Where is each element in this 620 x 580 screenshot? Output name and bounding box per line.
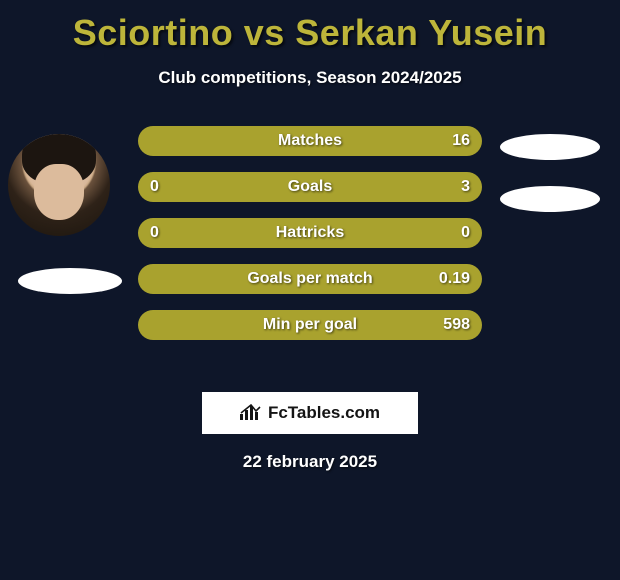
stat-label: Min per goal [138,310,482,340]
footer-date: 22 february 2025 [0,452,620,472]
stat-bars: Matches 16 0 Goals 3 0 Hattricks 0 [138,126,482,356]
stat-label: Goals [138,172,482,202]
page-title: Sciortino vs Serkan Yusein [0,12,620,54]
stat-right-value: 0 [461,218,470,248]
stat-right-value: 598 [443,310,470,340]
player-right-oval-2 [500,186,600,212]
player-right-oval-1 [500,134,600,160]
stat-label: Goals per match [138,264,482,294]
player-left-photo [8,134,110,236]
stat-bar: 0 Hattricks 0 [138,218,482,248]
subtitle: Club competitions, Season 2024/2025 [0,68,620,88]
content-area: Matches 16 0 Goals 3 0 Hattricks 0 [0,116,620,376]
comparison-card: Sciortino vs Serkan Yusein Club competit… [0,0,620,472]
stat-bar: Min per goal 598 [138,310,482,340]
stat-label: Matches [138,126,482,156]
stat-right-value: 0.19 [439,264,470,294]
stat-bar: Matches 16 [138,126,482,156]
stat-right-value: 16 [452,126,470,156]
footer-logo-text: FcTables.com [268,403,380,423]
footer-logo[interactable]: FcTables.com [202,392,418,434]
stat-bar: Goals per match 0.19 [138,264,482,294]
bars-chart-icon [240,404,262,422]
stat-right-value: 3 [461,172,470,202]
player-left-oval [18,268,122,294]
stat-label: Hattricks [138,218,482,248]
stat-bar: 0 Goals 3 [138,172,482,202]
